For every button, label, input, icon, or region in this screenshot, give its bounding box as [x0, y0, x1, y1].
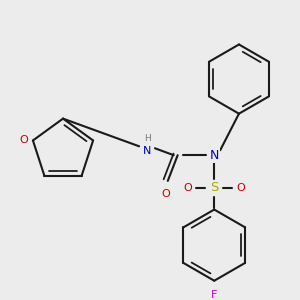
Text: S: S	[210, 181, 218, 194]
Text: O: O	[161, 189, 170, 199]
Text: F: F	[211, 290, 218, 300]
Text: N: N	[210, 149, 219, 162]
Text: O: O	[20, 136, 28, 146]
Text: O: O	[237, 183, 245, 193]
Text: H: H	[144, 134, 150, 143]
Text: N: N	[143, 146, 151, 156]
Text: O: O	[183, 183, 192, 193]
